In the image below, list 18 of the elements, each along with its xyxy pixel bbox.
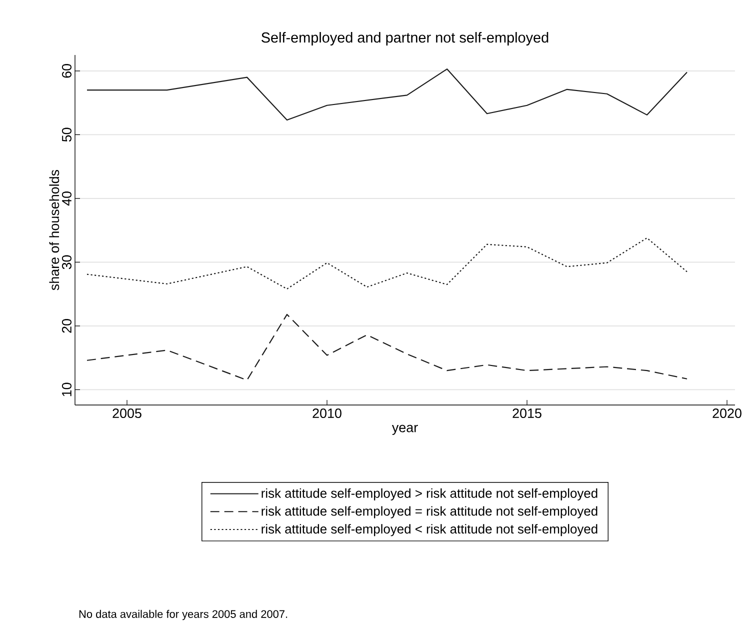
legend-label: risk attitude self-employed > risk attitude not self-employed: [262, 488, 598, 500]
y-tick-label: 60: [62, 64, 72, 78]
text: No data available for years 2005 and 2007.: [79, 610, 288, 620]
y-tick-label: 20: [62, 318, 72, 333]
x-tick-label: 2005: [112, 408, 142, 418]
x-tick-label: 2010: [312, 408, 342, 418]
y-tick-label: 40: [62, 191, 72, 206]
y-tick-label: 50: [62, 128, 72, 142]
line-series: [86, 237, 688, 290]
x-tick-label: 2020: [712, 408, 742, 418]
legend-label: risk attitude self-employed < risk attitude not self-employed: [262, 524, 598, 536]
y-tick-label: 10: [62, 382, 72, 396]
legend-label: risk attitude self-employed = risk attitude not self-employed: [262, 506, 598, 518]
x-tick-label: 2015: [512, 408, 542, 418]
chart-title: Self-employed and partner not self-employed: [262, 32, 548, 46]
y-axis-title: share of households: [49, 170, 60, 290]
y-tick-label: 30: [62, 255, 72, 270]
x-axis-title: year: [392, 424, 418, 435]
